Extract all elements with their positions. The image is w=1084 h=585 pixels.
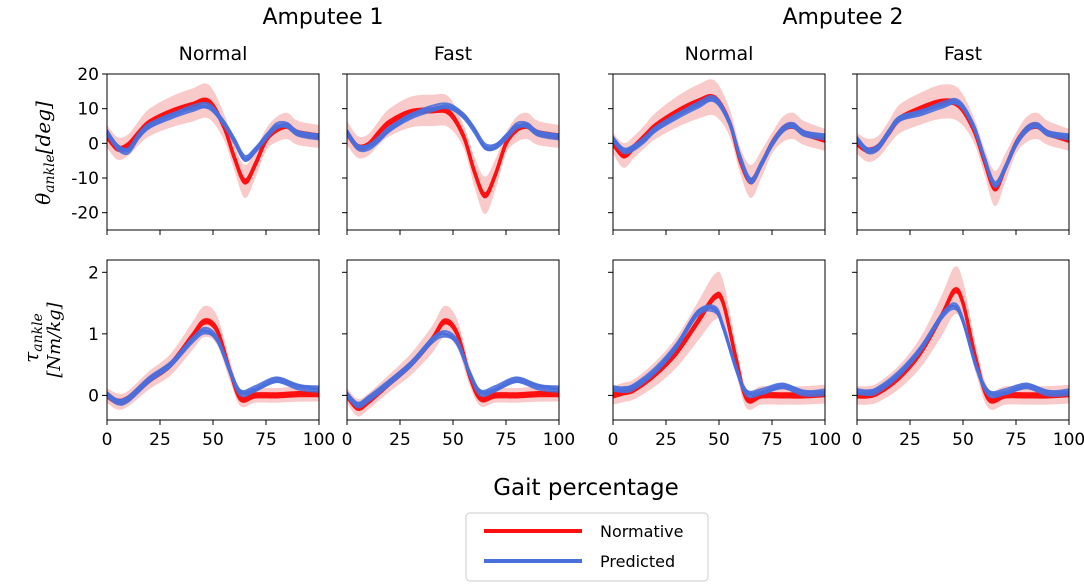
x-tick-label: 0: [102, 430, 113, 450]
predicted-line: [857, 302, 1069, 394]
normative-band: [347, 305, 559, 417]
group-title-amputee-2: Amputee 2: [782, 5, 903, 30]
y-tick-label: 10: [77, 100, 99, 120]
predicted-line: [857, 97, 1069, 183]
x-tick-label: 100: [543, 430, 575, 450]
normative-band: [613, 79, 825, 198]
x-tick-label: 100: [1053, 430, 1084, 450]
y-label-torque-symbol: τ: [19, 351, 43, 363]
normative-band: [613, 271, 825, 410]
x-tick-label: 25: [655, 430, 677, 450]
x-tick-label: 0: [342, 430, 353, 450]
group-title-amputee-1: Amputee 1: [262, 5, 383, 30]
predicted-line: [107, 101, 319, 158]
plot-area: [857, 84, 1069, 207]
y-label-angle: θankle[deg]: [31, 101, 58, 205]
plot-area: [613, 79, 825, 198]
y-tick-label: 0: [88, 386, 99, 406]
plot-area: [107, 305, 319, 410]
x-tick-label: 25: [899, 430, 921, 450]
y-label-torque-sub: ankle: [30, 313, 46, 352]
x-tick-label: 75: [761, 430, 783, 450]
plot-area: [857, 266, 1069, 410]
panel-title: Normal: [685, 43, 754, 65]
legend: Normative Predicted: [465, 512, 709, 582]
predicted-line: [613, 95, 825, 180]
normative-band: [107, 83, 319, 199]
y-tick-label: 20: [77, 65, 99, 85]
panel-title: Fast: [944, 43, 982, 65]
plot-area: [613, 271, 825, 410]
predicted-line: [107, 326, 319, 402]
predicted-line: [347, 329, 559, 404]
panel-angle-1: Fast: [342, 43, 560, 235]
x-axis-label: Gait percentage: [493, 475, 679, 501]
plot-area: [347, 93, 559, 215]
panel-angle-0: -20 -10 0 10 20 Normal: [71, 43, 320, 235]
x-tick-label: 50: [952, 430, 974, 450]
predicted-line: [613, 304, 825, 393]
normative-band: [347, 93, 559, 215]
x-tick-label: 50: [202, 430, 224, 450]
y-label-angle-sub: ankle: [42, 154, 58, 193]
panel-title: Normal: [179, 43, 248, 65]
x-tick-label: 100: [303, 430, 335, 450]
legend-label-predicted: Predicted: [600, 552, 675, 571]
panel-torque-2: 0 25 50 75 100: [608, 259, 841, 450]
plot-area: [347, 305, 559, 417]
x-tick-label: 50: [708, 430, 730, 450]
y-tick-label: 1: [88, 325, 99, 345]
predicted-line: [347, 102, 559, 148]
panel-torque-0: 0 25 50 75 100 0 1 2: [88, 259, 335, 450]
panel-angle-2: Normal: [608, 43, 826, 235]
panel-torque-3: 0 25 50 75 100: [852, 259, 1084, 450]
y-label-angle-unit: [deg]: [31, 101, 55, 154]
normative-band: [857, 266, 1069, 410]
panel-angle-3: Fast: [852, 43, 1070, 235]
panel-torque-1: 0 25 50 75 100: [342, 259, 575, 450]
plot-area: [107, 83, 319, 199]
x-tick-label: 75: [1005, 430, 1027, 450]
x-tick-label: 0: [608, 430, 619, 450]
y-tick-label: 0: [88, 134, 99, 154]
x-tick-label: 100: [809, 430, 841, 450]
panel-title: Fast: [434, 43, 472, 65]
x-tick-label: 75: [495, 430, 517, 450]
y-tick-label: 2: [88, 263, 99, 283]
y-label-angle-symbol: θ: [31, 193, 55, 205]
y-label-torque-top: τankle: [19, 313, 46, 363]
legend-label-normative: Normative: [600, 522, 683, 541]
axes-frame: [346, 73, 560, 231]
y-tick-label: -20: [71, 204, 99, 224]
y-tick-label: -10: [71, 169, 99, 189]
x-tick-label: 50: [442, 430, 464, 450]
x-tick-label: 75: [255, 430, 277, 450]
x-tick-label: 0: [852, 430, 863, 450]
y-label-torque-unit: [Nm/kg]: [44, 301, 65, 377]
normative-band: [857, 84, 1069, 207]
x-tick-label: 25: [389, 430, 411, 450]
x-tick-label: 25: [149, 430, 171, 450]
